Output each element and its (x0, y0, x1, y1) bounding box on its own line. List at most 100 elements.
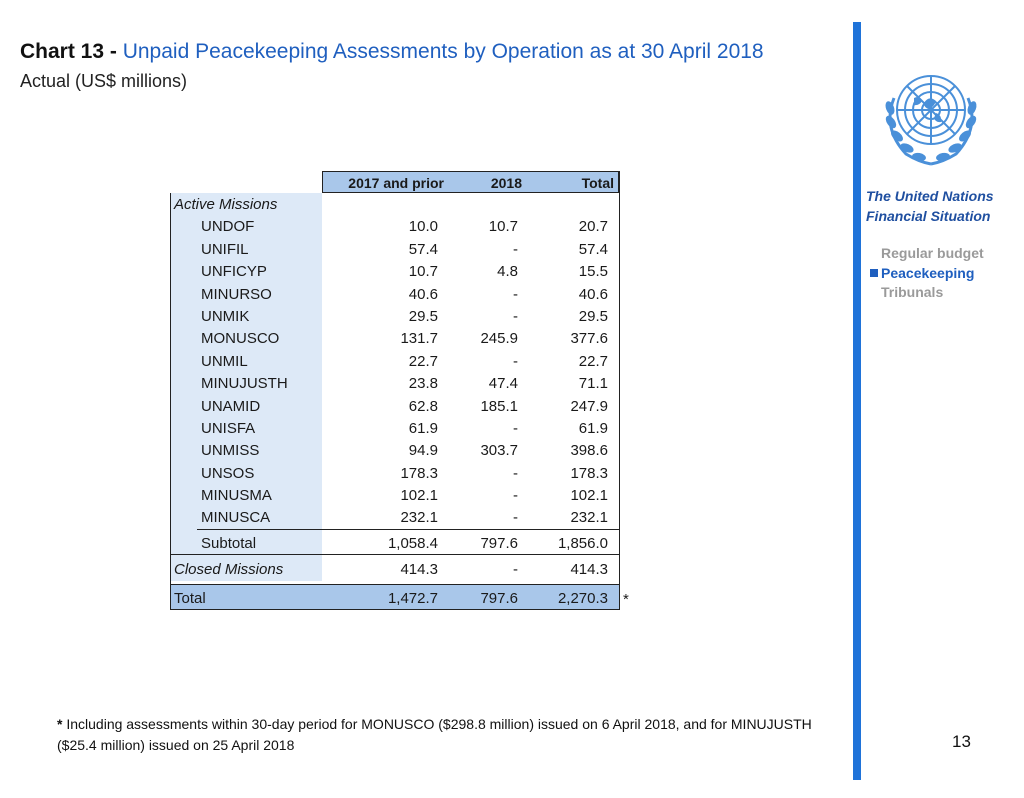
active-missions-heading-row: Active Missions (170, 193, 620, 215)
table-row: UNISFA 61.9 - 61.9 (170, 417, 620, 439)
mission-prior-value: 40.6 (408, 285, 438, 303)
table-row: UNMISS 94.9 303.7 398.6 (170, 439, 620, 461)
mission-total-value: 20.7 (578, 218, 608, 236)
table-row: MINUSCA 232.1 - 232.1 (170, 506, 620, 528)
mission-label: UNFICYP (201, 263, 267, 281)
active-missions-label: Active Missions (174, 196, 278, 213)
mission-2018-value: - (513, 487, 518, 505)
table-row: MINURSO 40.6 - 40.6 (170, 283, 620, 305)
mission-label: UNISFA (201, 419, 256, 437)
mission-2018-value: - (513, 307, 518, 325)
page-title: Chart 13 - Unpaid Peacekeeping Assessmen… (20, 40, 764, 64)
mission-total-value: 29.5 (578, 307, 608, 325)
mission-prior-value: 29.5 (408, 307, 438, 325)
mission-prior-value: 232.1 (400, 509, 438, 527)
nav-item-tribunals[interactable]: Tribunals (881, 284, 944, 300)
mission-total-value: 40.6 (578, 285, 608, 303)
mission-prior-value: 22.7 (408, 352, 438, 370)
sidebar-nav: Regular budget Peacekeeping Tribunals (870, 244, 984, 303)
subtotal-row: Subtotal 1,058.4 797.6 1,856.0 (170, 532, 620, 554)
mission-2018-value: 10.7 (488, 218, 518, 236)
label-column-shading (170, 193, 322, 581)
closed-prior: 414.3 (400, 561, 438, 579)
mission-total-value: 61.9 (578, 419, 608, 437)
grand-total-total: 2,270.3 (557, 589, 608, 607)
mission-2018-value: 303.7 (480, 442, 518, 460)
nav-item-peacekeeping[interactable]: Peacekeeping (870, 264, 984, 284)
mission-prior-value: 10.0 (408, 218, 438, 236)
mission-prior-value: 178.3 (400, 464, 438, 482)
mission-total-value: 398.6 (570, 442, 608, 460)
mission-total-value: 232.1 (570, 509, 608, 527)
un-emblem-icon (885, 75, 977, 166)
total-row-shading (170, 584, 620, 610)
table-row: UNAMID 62.8 185.1 247.9 (170, 395, 620, 417)
mission-total-value: 71.1 (578, 375, 608, 393)
footnote-text: Including assessments within 30-day peri… (57, 716, 812, 753)
mission-2018-value: 185.1 (480, 397, 518, 415)
subtotal-rule (197, 529, 620, 530)
mission-2018-value: - (513, 285, 518, 303)
mission-2018-value: - (513, 352, 518, 370)
table-row: UNDOF 10.0 10.7 20.7 (170, 215, 620, 237)
mission-prior-value: 10.7 (408, 263, 438, 281)
chart-subtitle: Actual (US$ millions) (20, 71, 188, 91)
nav-item-regular-budget[interactable]: Regular budget (881, 245, 984, 261)
mission-total-value: 247.9 (570, 397, 608, 415)
mission-prior-value: 23.8 (408, 375, 438, 393)
total-asterisk: * (623, 591, 629, 608)
table-header: 2017 and prior 2018 Total (322, 171, 619, 193)
mission-label: UNIFIL (201, 240, 249, 258)
mission-prior-value: 94.9 (408, 442, 438, 460)
table-row: UNMIL 22.7 - 22.7 (170, 350, 620, 372)
mission-2018-value: 4.8 (497, 263, 518, 281)
sidebar-title: The United Nations Financial Situation (866, 186, 994, 226)
mission-2018-value: 245.9 (480, 330, 518, 348)
column-header-prior: 2017 and prior (348, 175, 444, 191)
mission-label: MONUSCO (201, 330, 280, 348)
mission-label: UNMIK (201, 307, 250, 325)
mission-total-value: 178.3 (570, 464, 608, 482)
mission-label: UNSOS (201, 464, 255, 482)
mission-2018-value: 47.4 (488, 375, 518, 393)
subtotal-bottom-rule (170, 554, 620, 555)
mission-total-value: 377.6 (570, 330, 608, 348)
subtotal-2018: 797.6 (480, 534, 518, 552)
sidebar-title-line1: The United Nations (866, 188, 994, 204)
chart-title: Unpaid Peacekeeping Assessments by Opera… (122, 40, 764, 63)
closed-total: 414.3 (570, 561, 608, 579)
mission-total-value: 102.1 (570, 487, 608, 505)
mission-prior-value: 62.8 (408, 397, 438, 415)
subtotal-label: Subtotal (201, 534, 257, 552)
column-header-2018: 2018 (490, 175, 522, 191)
mission-prior-value: 57.4 (408, 240, 438, 258)
mission-prior-value: 102.1 (400, 487, 438, 505)
table-row: MONUSCO 131.7 245.9 377.6 (170, 327, 620, 349)
mission-label: UNMIL (201, 352, 248, 370)
mission-total-value: 57.4 (578, 240, 608, 258)
sidebar-title-line2: Financial Situation (866, 208, 991, 224)
subtotal-total: 1,856.0 (557, 534, 608, 552)
table-row: UNMIK 29.5 - 29.5 (170, 305, 620, 327)
mission-label: UNDOF (201, 218, 255, 236)
mission-label: UNMISS (201, 442, 260, 460)
chart-number: Chart 13 - (20, 40, 117, 63)
grand-total-row: Total 1,472.7 797.6 2,270.3 (170, 587, 620, 609)
accent-bar (853, 22, 861, 780)
assessments-table: 2017 and prior 2018 Total Active Mission… (170, 171, 629, 610)
table-row: MINUJUSTH 23.8 47.4 71.1 (170, 372, 620, 394)
closed-missions-row: Closed Missions 414.3 - 414.3 (170, 558, 620, 580)
mission-2018-value: - (513, 240, 518, 258)
mission-2018-value: - (513, 464, 518, 482)
table-row: UNFICYP 10.7 4.8 15.5 (170, 260, 620, 282)
table-border-left (170, 193, 171, 610)
mission-label: UNAMID (201, 397, 261, 415)
mission-total-value: 15.5 (578, 263, 608, 281)
closed-missions-label: Closed Missions (174, 561, 284, 579)
closed-2018: - (513, 561, 518, 579)
mission-label: MINUSMA (201, 487, 272, 505)
mission-prior-value: 61.9 (408, 419, 438, 437)
footnote-marker: * (57, 716, 63, 732)
grand-total-label: Total (174, 589, 206, 607)
mission-prior-value: 131.7 (400, 330, 438, 348)
